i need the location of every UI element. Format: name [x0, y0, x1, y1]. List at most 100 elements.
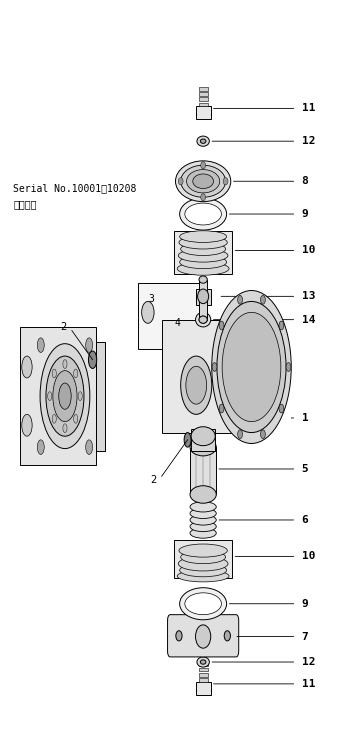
Ellipse shape	[176, 161, 231, 202]
Bar	[174, 230, 232, 275]
Ellipse shape	[53, 371, 77, 421]
Bar	[190, 447, 216, 495]
Bar	[138, 283, 203, 349]
Ellipse shape	[37, 440, 44, 454]
Ellipse shape	[190, 502, 216, 512]
Ellipse shape	[212, 363, 217, 371]
Text: 6: 6	[302, 515, 308, 525]
Ellipse shape	[176, 631, 182, 641]
Ellipse shape	[222, 313, 281, 421]
Ellipse shape	[74, 369, 78, 378]
Ellipse shape	[86, 338, 93, 352]
Ellipse shape	[63, 360, 67, 368]
Bar	[20, 327, 96, 465]
Ellipse shape	[191, 426, 215, 446]
Bar	[199, 668, 208, 672]
Text: 12: 12	[302, 137, 315, 146]
Ellipse shape	[286, 363, 291, 371]
Ellipse shape	[185, 203, 221, 225]
Bar	[174, 540, 232, 578]
Ellipse shape	[193, 174, 213, 189]
Ellipse shape	[142, 302, 154, 323]
Ellipse shape	[52, 369, 56, 378]
Ellipse shape	[63, 424, 67, 432]
Ellipse shape	[200, 139, 206, 143]
Ellipse shape	[190, 438, 216, 456]
Ellipse shape	[196, 625, 211, 648]
Text: 2: 2	[60, 322, 67, 332]
Text: 2: 2	[150, 475, 157, 485]
Ellipse shape	[59, 383, 71, 410]
Text: 10: 10	[302, 245, 315, 255]
Ellipse shape	[48, 392, 52, 401]
Text: 3: 3	[148, 294, 154, 304]
Bar	[191, 429, 215, 451]
Ellipse shape	[177, 262, 229, 275]
Ellipse shape	[198, 289, 208, 304]
Text: 7: 7	[302, 631, 308, 642]
FancyBboxPatch shape	[167, 614, 239, 657]
Ellipse shape	[186, 170, 220, 193]
Bar	[162, 319, 245, 432]
Ellipse shape	[37, 338, 44, 352]
Ellipse shape	[224, 631, 230, 641]
Ellipse shape	[201, 194, 206, 201]
Ellipse shape	[199, 316, 207, 323]
Bar	[196, 289, 211, 305]
Text: 10: 10	[302, 551, 315, 562]
Ellipse shape	[180, 588, 227, 619]
Bar	[199, 280, 207, 319]
Ellipse shape	[260, 430, 265, 439]
Text: 11: 11	[302, 103, 315, 113]
Bar	[96, 341, 105, 451]
Text: 1: 1	[302, 413, 308, 423]
Ellipse shape	[279, 404, 284, 413]
Ellipse shape	[223, 178, 228, 185]
Ellipse shape	[190, 515, 216, 525]
Ellipse shape	[180, 255, 227, 269]
Ellipse shape	[186, 366, 207, 404]
Ellipse shape	[185, 593, 221, 614]
Ellipse shape	[199, 276, 207, 283]
Ellipse shape	[22, 356, 32, 378]
Ellipse shape	[260, 295, 265, 304]
Bar	[196, 106, 211, 120]
Text: 14: 14	[302, 315, 315, 324]
Ellipse shape	[78, 392, 82, 401]
Bar	[199, 678, 208, 682]
Text: 8: 8	[302, 176, 308, 186]
Ellipse shape	[180, 564, 227, 577]
Text: 5: 5	[302, 464, 308, 474]
Ellipse shape	[190, 528, 216, 538]
Ellipse shape	[219, 404, 224, 413]
Ellipse shape	[199, 316, 207, 323]
Text: Serial No.10001～10208: Serial No.10001～10208	[13, 184, 137, 194]
Bar	[199, 103, 208, 106]
Text: 11: 11	[302, 679, 315, 689]
Ellipse shape	[238, 295, 243, 304]
Ellipse shape	[190, 521, 216, 531]
Text: 適用番號: 適用番號	[13, 200, 37, 209]
Ellipse shape	[181, 550, 226, 564]
Ellipse shape	[212, 291, 291, 443]
Ellipse shape	[181, 242, 226, 255]
Ellipse shape	[238, 430, 243, 439]
Bar	[199, 98, 208, 101]
Ellipse shape	[177, 570, 229, 582]
Ellipse shape	[86, 440, 93, 454]
Bar	[196, 682, 211, 695]
Ellipse shape	[74, 415, 78, 424]
Ellipse shape	[196, 313, 211, 327]
Ellipse shape	[180, 230, 227, 242]
Ellipse shape	[178, 556, 228, 571]
Text: 9: 9	[302, 599, 308, 608]
Ellipse shape	[201, 161, 206, 169]
Ellipse shape	[190, 486, 216, 504]
Ellipse shape	[184, 432, 191, 447]
Ellipse shape	[200, 660, 206, 664]
Text: 13: 13	[302, 291, 315, 302]
Text: 9: 9	[302, 209, 308, 219]
Ellipse shape	[219, 321, 224, 330]
Bar	[199, 87, 208, 91]
Ellipse shape	[46, 356, 84, 436]
